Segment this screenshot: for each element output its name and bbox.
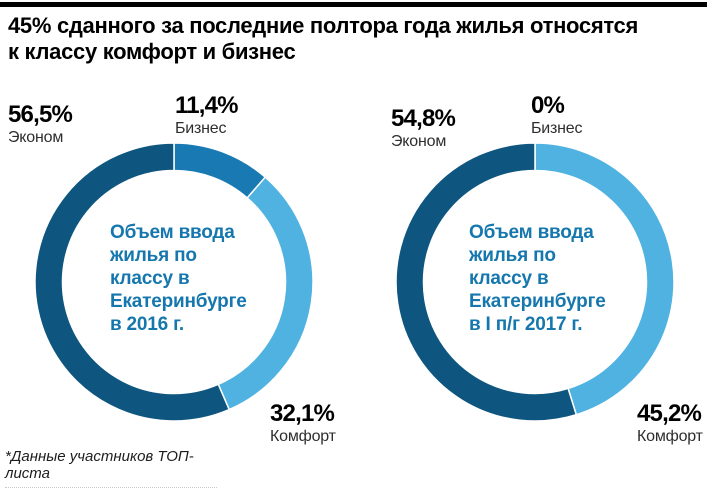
comfort-label-2016: 32,1% Комфорт bbox=[270, 401, 336, 446]
business-class-label-2017: Бизнес bbox=[531, 120, 583, 137]
donut-segment-econom bbox=[34, 142, 231, 422]
donut-chart-2017-block: 54,8% Эконом 0% Бизнес Объем ввода жилья… bbox=[353, 90, 707, 475]
donut-chart-2016 bbox=[34, 142, 314, 422]
donut-center-title-2017: Объем ввода жилья по классу в Екатеринбу… bbox=[469, 222, 606, 335]
business-percent-2017: 0% bbox=[531, 92, 565, 119]
donut-chart-2016-block: 56,5% Эконом 11,4% Бизнес Объем ввода жи… bbox=[0, 90, 354, 475]
econom-label-2016: 56,5% Эконом bbox=[8, 101, 73, 147]
business-percent-2016: 11,4% bbox=[175, 92, 239, 119]
donut-center-title-2016: Объем ввода жилья по классу в Екатеринбу… bbox=[110, 222, 247, 335]
business-label-2016: 11,4% Бизнес bbox=[175, 92, 239, 138]
donut-chart-2017 bbox=[395, 142, 675, 422]
donut-segment-comfort bbox=[534, 142, 675, 416]
comfort-class-label-2016: Комфорт bbox=[270, 428, 336, 445]
econom-percent-2016: 56,5% bbox=[8, 101, 73, 128]
page-title: 45% сданного за последние полтора года ж… bbox=[8, 13, 639, 64]
donut-segment-business bbox=[173, 142, 267, 199]
econom-percent-2017: 54,8% bbox=[391, 105, 456, 132]
econom-class-label-2016: Эконом bbox=[8, 129, 64, 146]
comfort-percent-2017: 45,2% bbox=[637, 400, 702, 427]
footnote: *Данные участников ТОП-листа bbox=[5, 448, 217, 488]
econom-class-label-2017: Эконом bbox=[391, 133, 447, 150]
comfort-percent-2016: 32,1% bbox=[270, 400, 335, 427]
comfort-label-2017: 45,2% Комфорт bbox=[637, 401, 703, 446]
econom-label-2017: 54,8% Эконом bbox=[391, 105, 456, 151]
business-label-2017: 0% Бизнес bbox=[531, 92, 583, 138]
business-class-label-2016: Бизнес bbox=[175, 120, 227, 137]
donut-segment-econom bbox=[395, 142, 578, 422]
top-rule bbox=[0, 2, 707, 7]
comfort-class-label-2017: Комфорт bbox=[637, 428, 703, 445]
